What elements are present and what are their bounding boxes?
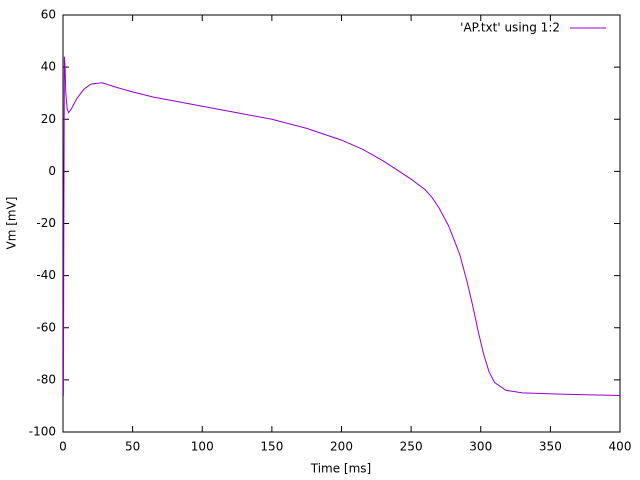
- data-line: [62, 56, 621, 397]
- y-tick-label: 40: [41, 60, 56, 74]
- y-tick-label: -80: [36, 372, 56, 386]
- y-tick-label: -40: [36, 268, 56, 282]
- x-tick-label: 350: [539, 440, 562, 454]
- legend-label: 'AP.txt' using 1:2: [460, 21, 560, 35]
- plot-border: [62, 14, 621, 433]
- x-tick-label: 150: [260, 440, 283, 454]
- y-tick-label: 60: [41, 8, 56, 22]
- x-tick-label: 250: [400, 440, 423, 454]
- x-tick-label: 300: [469, 440, 492, 454]
- y-tick-label: 0: [48, 164, 56, 178]
- y-axis-label: Vm [mV]: [5, 197, 19, 250]
- x-tick-label: 200: [330, 440, 353, 454]
- y-tick-label: -60: [36, 320, 56, 334]
- x-tick-label: 100: [191, 440, 214, 454]
- x-tick-label: 50: [125, 440, 140, 454]
- y-tick-label: -100: [29, 425, 56, 439]
- y-tick-label: 20: [41, 112, 56, 126]
- x-axis-label: Time [ms]: [310, 462, 372, 476]
- y-tick-label: -20: [36, 216, 56, 230]
- x-tick-label: 0: [59, 440, 67, 454]
- x-tick-label: 400: [609, 440, 632, 454]
